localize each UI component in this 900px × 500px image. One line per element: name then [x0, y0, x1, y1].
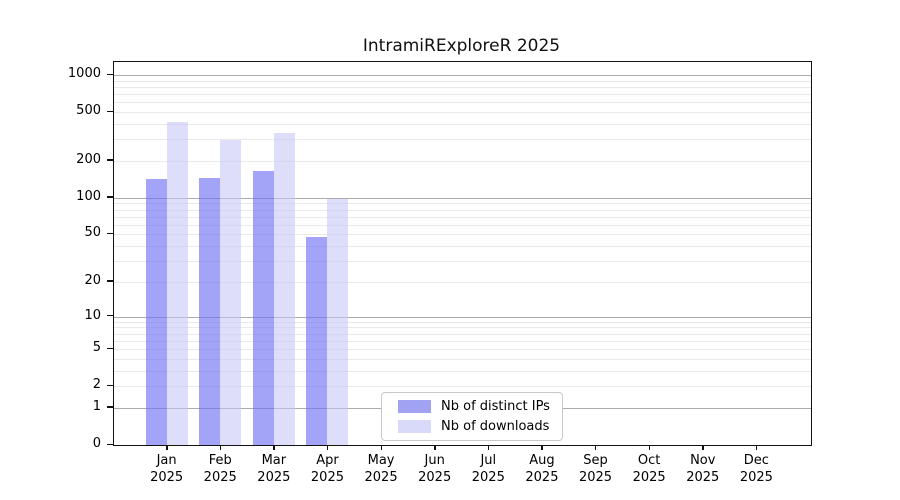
y-tick-mark [107, 347, 113, 349]
y-tick-label: 0 [92, 436, 101, 451]
y-tick-label: 50 [84, 225, 101, 241]
x-tick-mark [166, 445, 168, 451]
minor-gridline [114, 358, 811, 360]
y-tick-label: 10 [84, 307, 101, 323]
y-tick-label: 200 [76, 151, 101, 167]
y-tick-label: 5 [92, 340, 101, 356]
legend: Nb of distinct IPs Nb of downloads [381, 392, 563, 441]
x-tick-label: Jun 2025 [418, 453, 452, 485]
downloads-swatch [398, 420, 431, 433]
minor-gridline [114, 281, 811, 283]
bar-downloads-apr [327, 199, 349, 445]
x-tick-mark [487, 445, 490, 451]
minor-gridline [114, 209, 811, 211]
minor-gridline [114, 160, 811, 162]
x-tick-mark [755, 445, 758, 451]
y-tick-mark [107, 280, 113, 282]
minor-gridline [114, 94, 811, 96]
minor-gridline [114, 246, 811, 248]
major-gridline [114, 197, 811, 199]
y-tick-label: 500 [76, 103, 101, 119]
y-tick-mark [107, 406, 113, 408]
bar-distinct-ips-mar [252, 170, 274, 445]
legend-item: Nb of downloads [398, 419, 550, 434]
x-tick-mark [434, 445, 436, 451]
bar-distinct-ips-feb [199, 178, 221, 445]
minor-gridline [114, 86, 811, 88]
minor-gridline [114, 112, 811, 114]
x-tick-mark [541, 445, 543, 451]
distinct-ips-swatch [398, 400, 431, 413]
minor-gridline [114, 123, 811, 125]
x-tick-label: Apr 2025 [310, 453, 344, 485]
y-tick-mark [107, 232, 113, 235]
x-tick-label: Jul 2025 [471, 453, 505, 485]
bar-distinct-ips-jan [145, 179, 167, 445]
x-tick-mark [648, 445, 651, 451]
legend-item-label: Nb of distinct IPs [441, 399, 550, 414]
bar-downloads-feb [220, 139, 242, 445]
minor-gridline [114, 102, 811, 104]
y-tick-label: 20 [84, 272, 101, 288]
y-tick-mark [107, 159, 113, 161]
y-tick-mark [107, 315, 113, 317]
minor-gridline [114, 139, 811, 141]
legend-item: Nb of distinct IPs [398, 399, 550, 414]
bar-downloads-jan [166, 122, 188, 445]
y-tick-label: 2 [92, 377, 101, 393]
minor-gridline [114, 224, 811, 226]
minor-gridline [114, 203, 811, 205]
minor-gridline [114, 216, 811, 218]
minor-gridline [114, 340, 811, 342]
x-tick-label: Oct 2025 [632, 453, 666, 485]
minor-gridline [114, 370, 811, 372]
major-gridline [114, 75, 811, 76]
x-tick-mark [219, 445, 222, 451]
y-tick-label: 100 [76, 188, 101, 204]
x-tick-mark [380, 445, 382, 451]
x-tick-mark [326, 445, 329, 451]
x-tick-label: Dec 2025 [739, 453, 773, 485]
x-tick-label: Nov 2025 [686, 453, 720, 485]
minor-gridline [114, 261, 811, 263]
y-tick-label: 1 [92, 398, 101, 414]
minor-gridline [114, 234, 811, 236]
y-tick-mark [107, 110, 113, 112]
minor-gridline [114, 349, 811, 351]
y-tick-mark [107, 384, 113, 387]
y-tick-mark [107, 443, 113, 445]
chart-title: IntramiRExploreR 2025 [362, 36, 561, 56]
y-tick-label: 1000 [67, 66, 101, 81]
x-tick-mark [595, 445, 597, 451]
x-tick-label: Mar 2025 [257, 453, 291, 485]
minor-gridline [114, 333, 811, 335]
legend-item-label: Nb of downloads [441, 419, 550, 434]
minor-gridline [114, 327, 811, 329]
x-tick-label: Feb 2025 [203, 453, 237, 485]
plot-area [113, 61, 812, 446]
x-tick-label: May 2025 [364, 453, 398, 485]
minor-gridline [114, 80, 811, 82]
bar-downloads-mar [273, 133, 295, 445]
bar-distinct-ips-apr [306, 236, 328, 445]
x-tick-mark [702, 445, 704, 451]
x-tick-label: Jan 2025 [150, 453, 184, 485]
x-tick-label: Sep 2025 [578, 453, 613, 485]
x-tick-mark [273, 445, 275, 451]
y-tick-mark [107, 196, 113, 198]
minor-gridline [114, 386, 811, 388]
x-tick-label: Aug 2025 [525, 453, 559, 485]
y-tick-mark [107, 73, 113, 75]
minor-gridline [114, 321, 811, 323]
major-gridline [114, 316, 811, 318]
